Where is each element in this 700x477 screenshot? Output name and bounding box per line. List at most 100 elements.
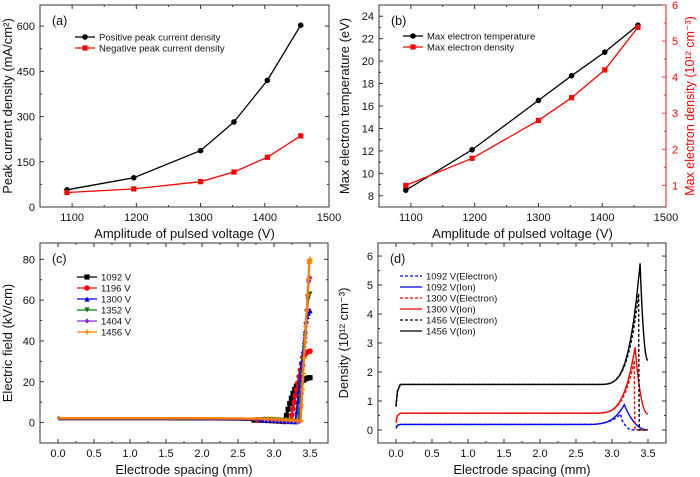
y-tick-label: 150 [17,157,35,169]
y-tick-label: 60 [23,295,35,307]
series-line [57,309,311,423]
legend-label: 1456 V [101,328,132,339]
data-point [294,409,300,415]
y-axis-label: Peak current density (mA/cm²) [0,18,15,194]
panel-label: (c) [52,252,67,266]
series-line [395,263,649,406]
data-point [307,348,313,354]
legend-item: 1456 V(Electron) [400,316,497,327]
legend-marker [84,329,90,335]
panel-label: (b) [391,14,406,28]
legend-label: 1352 V [101,306,132,317]
data-point [307,256,313,262]
y-tick-label: 40 [23,336,35,348]
panel-b: 1100 1200 1300 1400 150081012141618202224123… [337,0,697,241]
series-line [395,347,649,422]
legend-item: 1092 V(Ion) [400,283,476,294]
legend-item: 1456 V(Ion) [400,327,476,338]
data-point [469,155,475,161]
x-tick-label: 0.5 [424,448,439,460]
y-tick-label: 12 [362,146,374,158]
data-point [131,186,137,192]
legend-label: 1092 V [101,273,132,284]
legend-marker [84,274,90,280]
data-point [469,146,475,153]
legend-marker [82,34,88,40]
legend-label: Max electron temperature [427,32,535,43]
series-line [395,403,649,431]
data-point [288,412,295,418]
data-point [285,406,291,412]
series-line [57,258,311,423]
panel-label: (d) [390,252,405,266]
x-tick-label: 1.5 [496,448,511,460]
y-tick-label: 4 [367,309,373,321]
y-right-tick-label: 2 [672,144,678,156]
legend-item: 1456 V [77,328,132,339]
data-point [298,418,304,424]
x-axis-label: Amplitude of pulsed voltage (V) [432,226,613,241]
series-line [405,26,639,186]
legend-label: 1092 V(Electron) [426,272,497,283]
data-point [304,292,311,298]
legend-item: 1404 V [77,317,132,328]
y-right-tick-label: 6 [672,0,678,12]
legend-label: 1456 V(Electron) [426,316,497,327]
legend-label: 1404 V [101,317,132,328]
legend-item: Max electron density [403,43,514,54]
data-point [130,174,137,181]
x-tick-label: 1400 [590,212,614,224]
legend-item: 1300 V [77,295,132,306]
legend-item: 1352 V [77,306,132,317]
y-axis-label: Max electron temperature (eV) [337,18,352,194]
x-tick-label: 0.0 [50,448,65,460]
data-point [635,24,641,30]
data-point [298,402,305,408]
legend-label: Positive peak current density [99,33,221,44]
data-point [601,49,608,55]
y-tick-label: 14 [362,123,374,135]
legend-item: 1092 V [77,273,132,284]
legend-item: Positive peak current density [75,33,221,44]
y-tick-label: 20 [362,56,374,68]
y-tick-label: 80 [23,254,35,266]
y-tick-label: 450 [17,66,35,78]
legend-label: Max electron density [427,43,514,54]
series-line [57,293,311,423]
data-point [403,182,409,188]
legend-item: 1300 V(Ion) [400,305,476,316]
data-point [297,22,304,29]
y-tick-label: 8 [368,191,374,203]
data-point [303,323,309,330]
data-point [231,119,237,125]
legend-label: 1092 V(Ion) [426,283,476,294]
legend-label: 1300 V(Electron) [426,294,497,305]
y-tick-label: 20 [23,377,35,389]
legend-label: Negative peak current density [99,44,225,55]
legend-item: 1196 V [77,284,131,295]
x-tick-label: 1.0 [122,448,137,460]
data-point [283,412,290,418]
data-point [197,147,204,154]
data-point [197,179,204,185]
legend-item: Negative peak current density [75,44,225,55]
series-line [57,376,311,423]
x-tick-label: 3.5 [640,448,655,460]
x-tick-label: 1500 [654,212,678,224]
y-right-tick-label: 1 [672,180,678,192]
x-tick-label: 2.0 [194,448,209,460]
y-tick-label: 16 [362,101,374,113]
y-tick-label: 22 [362,34,374,46]
series-line [66,24,302,191]
y-tick-label: 0 [367,425,373,437]
legend-marker [410,33,416,39]
data-point [302,339,308,345]
data-point [290,390,296,397]
legend-marker [84,285,90,291]
data-point [64,189,70,196]
series-line [405,24,639,191]
data-point [304,308,310,314]
x-tick-label: 3.0 [604,448,619,460]
x-tick-label: 1500 [317,212,341,224]
data-point [307,307,313,313]
